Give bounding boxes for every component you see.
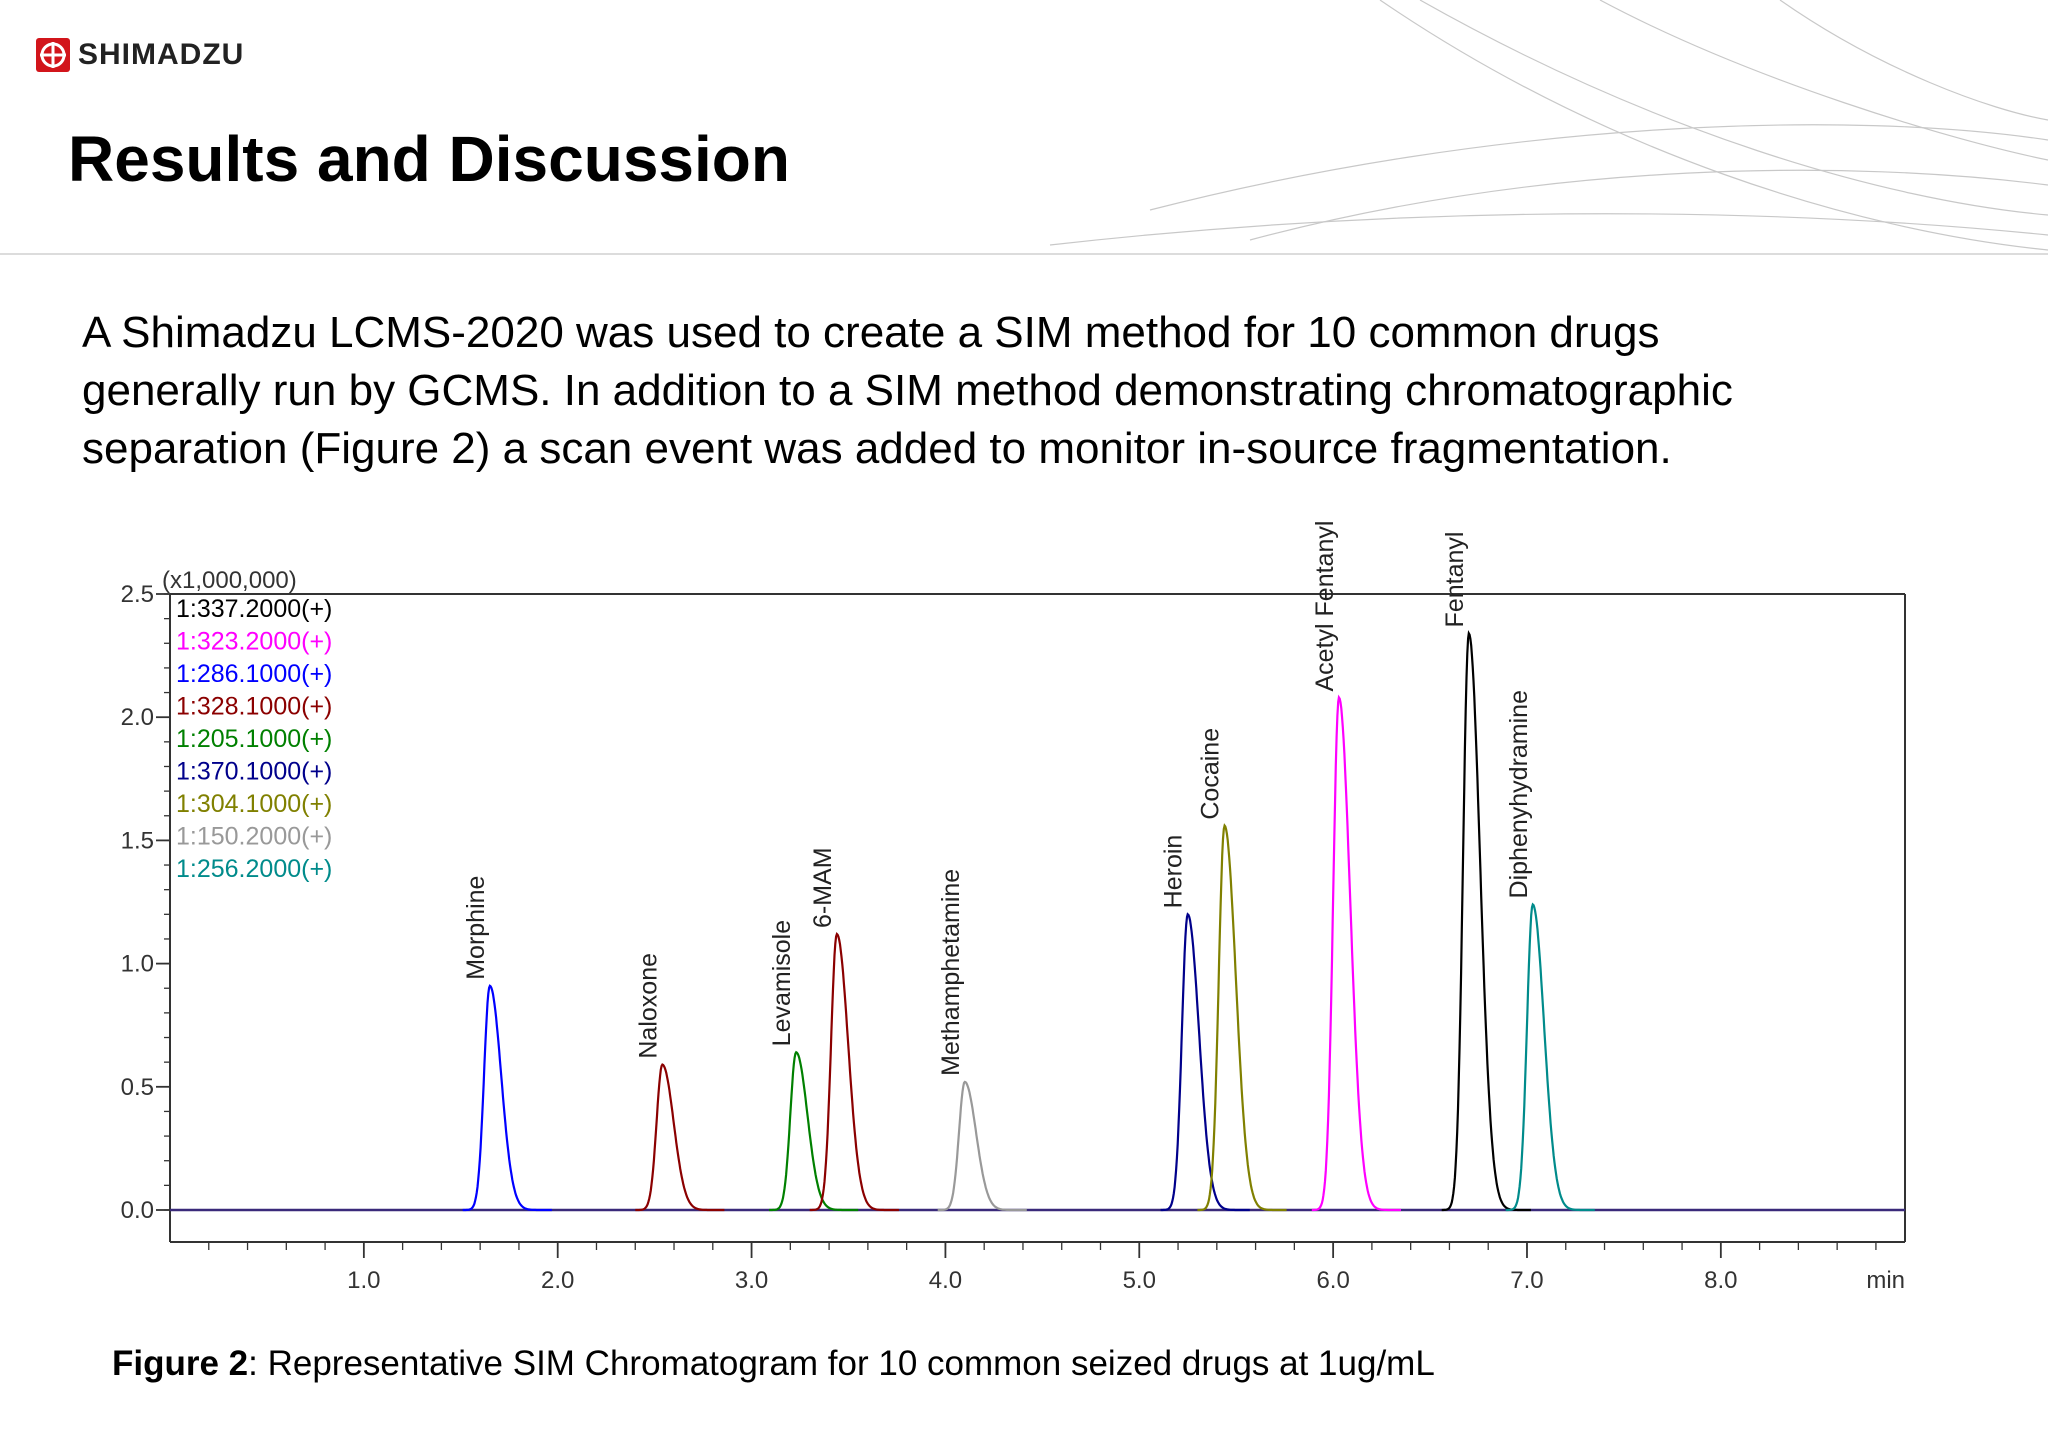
y-tick-label: 0.5 [121,1074,154,1101]
legend-entry: 1:370.1000(+) [176,758,332,786]
swoosh-line [1049,213,2048,246]
peak-trace [809,931,899,1212]
legend-entry: 1:286.1000(+) [176,660,332,688]
peak-label: Cocaine [1197,728,1225,820]
legend-entry: 1:256.2000(+) [176,855,332,883]
peak-trace [937,1080,1027,1212]
peak-label: Heroin [1160,835,1188,909]
y-tick-label: 2.5 [121,581,154,608]
legend-entry: 1:323.2000(+) [176,628,332,656]
swoosh-line [1249,169,2048,241]
brand-name: SHIMADZU [78,38,245,71]
sim-chromatogram: 0.0 0.5 1.0 1.5 2.0 2.5 (x1,000,000) 1.0 2.0 3.0 4… [121,521,1906,1294]
x-tick-label: 5.0 [1123,1267,1156,1294]
peak-trace [635,1063,725,1212]
legend-entry: 1:328.1000(+) [176,693,332,721]
figure-caption: Figure 2: Representative SIM Chromatogra… [112,1344,1435,1384]
legend-entry: 1:205.1000(+) [176,725,332,753]
peak-trace [1311,694,1401,1212]
legend-entry: 1:304.1000(+) [176,790,332,818]
y-multiplier-label: (x1,000,000) [162,567,297,594]
y-tick-label: 1.5 [121,827,154,854]
x-tick-label: 1.0 [347,1267,380,1294]
peak-label: Naloxone [634,953,662,1059]
x-tick-label: 4.0 [929,1267,962,1294]
peak-trace [462,984,552,1212]
legend-entry: 1:337.2000(+) [176,595,332,623]
y-tick-label: 1.0 [121,951,154,978]
shimadzu-emblem-icon [36,38,70,72]
peak-label: Methamphetamine [937,869,965,1076]
x-tick-label: 3.0 [735,1267,768,1294]
shimadzu-logo: SHIMADZU [36,38,244,72]
peak-label: Morphine [462,876,490,980]
paragraph-line: separation (Figure 2) a scan event was a… [82,424,1672,473]
peak-trace [769,1050,859,1212]
decorative-swoosh-lines [0,0,2048,255]
x-axis-label: min [1866,1267,1905,1294]
peak-label: Levamisole [768,920,796,1046]
swoosh-line [1419,0,2048,216]
x-tick-label: 6.0 [1316,1267,1349,1294]
x-tick-label: 2.0 [541,1267,574,1294]
figure-label: Figure 2 [112,1344,249,1383]
slide-title: Results and Discussion [68,123,790,195]
peak-trace [1160,912,1250,1212]
peak-label: Diphenyhydramine [1505,690,1533,898]
figure-caption-text: : Representative SIM Chromatogram for 10… [248,1344,1435,1383]
peak-label: Fentanyl [1441,532,1469,628]
paragraph-line: A Shimadzu LCMS-2020 was used to create … [82,308,1660,357]
y-tick-label: 2.0 [121,704,154,731]
description-paragraph: A Shimadzu LCMS-2020 was used to create … [82,304,2002,478]
x-tick-label: 7.0 [1510,1267,1543,1294]
y-tick-label: 0.0 [121,1197,154,1224]
peak-trace [1441,630,1531,1212]
legend-entry: 1:150.2000(+) [176,823,332,851]
peak-label: 6-MAM [809,847,837,928]
swoosh-line [1779,0,2048,121]
peak-trace [1505,902,1595,1212]
swoosh-line [1149,124,2048,211]
peak-label: Acetyl Fentanyl [1311,521,1339,692]
paragraph-line: generally run by GCMS. In addition to a … [82,366,1733,415]
x-tick-label: 8.0 [1704,1267,1737,1294]
peak-trace [1197,823,1287,1212]
swoosh-line [1379,0,2048,251]
swoosh-line [1599,0,2048,161]
